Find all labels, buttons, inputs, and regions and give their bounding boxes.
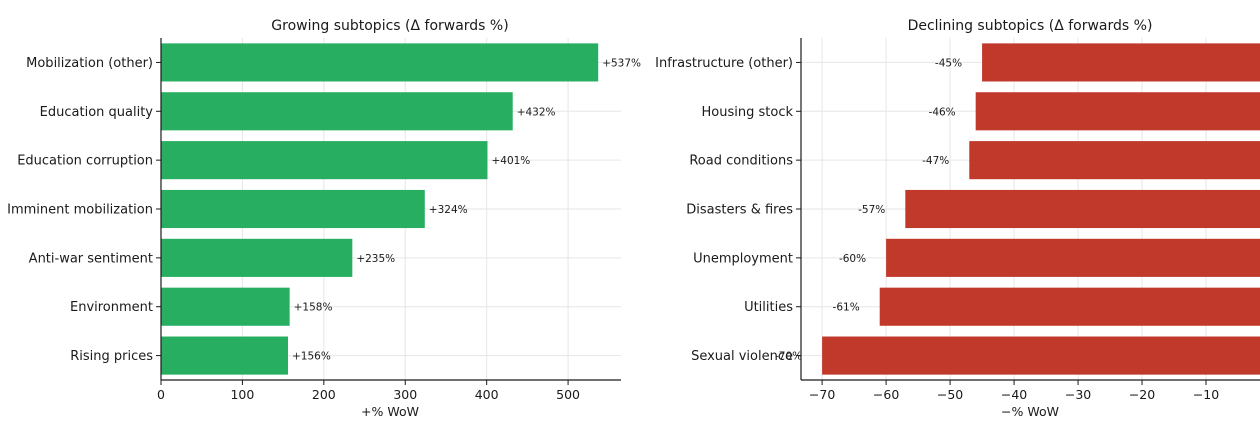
- declining-bar-infrastructure-other: [982, 43, 1260, 82]
- declining-category-label-infrastructure-other: Infrastructure (other): [655, 56, 793, 71]
- declining-bar-road-conditions: [969, 141, 1260, 180]
- growing-bar-education-quality: [161, 92, 513, 131]
- declining-bar-housing-stock: [975, 92, 1260, 131]
- growing-data-label-imminent-mobilization: +324%: [429, 204, 468, 216]
- declining-category-label-road-conditions: Road conditions: [689, 154, 793, 169]
- growing-subtopics-panel: Growing subtopics (Δ forwards %) +% WoW …: [7, 18, 641, 419]
- growing-bar-rising-prices: [161, 336, 289, 375]
- declining-category-label-unemployment: Unemployment: [693, 251, 793, 266]
- declining-data-label-unemployment: -60%: [839, 253, 866, 265]
- growing-bar-imminent-mobilization: [161, 189, 425, 229]
- growing-category-label-rising-prices: Rising prices: [70, 349, 153, 364]
- declining-bar-unemployment: [886, 238, 1260, 277]
- declining-category-label-sexual-violence: Sexual violence: [691, 349, 793, 364]
- declining-data-label-infrastructure-other: -45%: [935, 57, 962, 69]
- declining-category-label-housing-stock: Housing stock: [702, 105, 794, 120]
- declining-category-label-disasters-fires: Disasters & fires: [686, 203, 793, 218]
- growing-bar-education-corruption: [161, 141, 488, 180]
- growing-bar-mobilization-other: [161, 43, 599, 82]
- declining-data-label-sexual-violence: -70%: [775, 351, 802, 363]
- growing-data-label-environment: +158%: [294, 302, 333, 314]
- growing-x-tick-label: 100: [230, 387, 254, 402]
- declining-data-label-housing-stock: -46%: [929, 106, 956, 118]
- declining-data-label-disasters-fires: -57%: [858, 204, 885, 216]
- declining-bar-sexual-violence: [822, 336, 1260, 375]
- growing-category-label-education-corruption: Education corruption: [17, 154, 153, 169]
- growing-data-label-mobilization-other: +537%: [602, 57, 641, 69]
- growing-bar-anti-war-sentiment: [161, 238, 353, 277]
- declining-x-tick-label: −30: [1065, 387, 1091, 402]
- growing-category-label-environment: Environment: [70, 300, 153, 315]
- declining-x-tick-label: −20: [1129, 387, 1155, 402]
- declining-chart-title: Declining subtopics (Δ forwards %): [908, 18, 1153, 34]
- growing-category-label-imminent-mobilization: Imminent mobilization: [7, 203, 153, 218]
- growing-category-label-anti-war-sentiment: Anti-war sentiment: [29, 251, 153, 266]
- declining-data-label-utilities: -61%: [833, 302, 860, 314]
- declining-subtopics-panel: Declining subtopics (Δ forwards %) −% Wo…: [655, 18, 1260, 419]
- growing-data-label-education-corruption: +401%: [491, 155, 530, 167]
- growing-category-label-education-quality: Education quality: [40, 105, 154, 120]
- growing-category-label-mobilization-other: Mobilization (other): [26, 56, 153, 71]
- growing-bar-environment: [161, 287, 290, 326]
- growing-x-tick-label: 300: [393, 387, 417, 402]
- declining-bar-utilities: [879, 287, 1260, 326]
- declining-x-tick-label: −60: [873, 387, 899, 402]
- growing-x-tick-label: 500: [556, 387, 580, 402]
- declining-x-tick-label: −10: [1193, 387, 1219, 402]
- growing-x-tick-label: 200: [312, 387, 336, 402]
- growing-x-tick-label: 400: [475, 387, 499, 402]
- growing-data-label-education-quality: +432%: [517, 106, 556, 118]
- growing-x-axis-label: +% WoW: [361, 404, 419, 419]
- growing-chart-title: Growing subtopics (Δ forwards %): [271, 18, 508, 34]
- declining-x-tick-label: −70: [809, 387, 835, 402]
- declining-x-axis-label: −% WoW: [1001, 404, 1059, 419]
- declining-x-tick-label: −40: [1001, 387, 1027, 402]
- declining-category-label-utilities: Utilities: [744, 300, 793, 315]
- growing-data-label-rising-prices: +156%: [292, 351, 331, 363]
- growing-data-label-anti-war-sentiment: +235%: [356, 253, 395, 265]
- declining-x-tick-label: −50: [937, 387, 963, 402]
- declining-data-label-road-conditions: -47%: [922, 155, 949, 167]
- declining-bar-disasters-fires: [905, 189, 1260, 229]
- growing-x-tick-label: 0: [157, 387, 165, 402]
